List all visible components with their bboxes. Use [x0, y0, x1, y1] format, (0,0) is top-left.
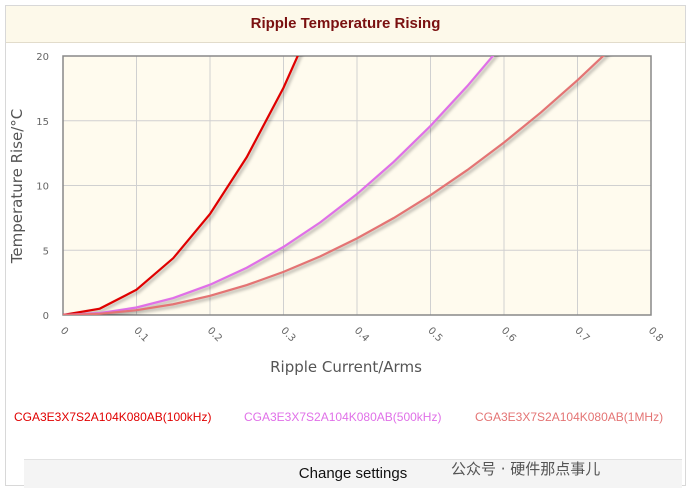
- x-tick-label: 0.8: [646, 325, 665, 344]
- series-line: [63, 56, 495, 315]
- x-tick-label: 0: [58, 325, 70, 337]
- legend-entry[interactable]: CGA3E3X7S2A104K080AB(1MHz): [475, 410, 664, 424]
- x-tick-label: 0.3: [278, 325, 297, 344]
- x-tick-label: 0.4: [352, 325, 371, 344]
- panel: Ripple Temperature Rising Ripple Current…: [5, 5, 686, 488]
- y-tick-label: 0: [43, 311, 49, 322]
- plot-border: [62, 55, 652, 316]
- series-line: [63, 56, 605, 315]
- x-tick-label: 0.6: [499, 325, 518, 344]
- x-tick-label: 0.1: [131, 325, 150, 344]
- series-line: [63, 56, 299, 315]
- y-axis-label: Temperature Rise/°C: [8, 109, 26, 264]
- chart-title: Ripple Temperature Rising: [6, 6, 685, 43]
- series-group: [63, 56, 605, 315]
- legend-entry[interactable]: CGA3E3X7S2A104K080AB(500kHz): [244, 410, 442, 424]
- x-tick-label: 0.5: [425, 325, 444, 344]
- watermark: 公众号 · 硬件那点事儿: [451, 460, 601, 478]
- x-axis-label: Ripple Current/Arms: [270, 358, 422, 376]
- x-tick-label: 0.2: [205, 325, 224, 344]
- y-tick-label: 10: [36, 182, 49, 193]
- change-settings-button[interactable]: Change settings: [24, 459, 682, 488]
- x-tick-label: 0.7: [572, 325, 591, 344]
- chart: Ripple Current/Arms Temperature Rise/°C …: [8, 52, 665, 376]
- legend-entry[interactable]: CGA3E3X7S2A104K080AB(100kHz): [14, 410, 212, 424]
- y-tick-label: 5: [43, 246, 49, 257]
- y-tick-label: 15: [36, 117, 49, 128]
- y-tick-label: 20: [36, 52, 49, 63]
